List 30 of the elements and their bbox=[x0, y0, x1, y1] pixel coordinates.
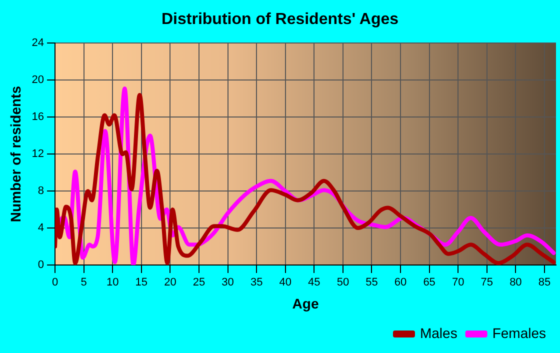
y-tick-label: 16 bbox=[32, 111, 44, 124]
x-tick-label: 50 bbox=[336, 276, 350, 289]
x-tick-label: 60 bbox=[394, 276, 407, 289]
x-tick-label: 25 bbox=[192, 276, 206, 289]
x-tick-label: 15 bbox=[135, 276, 148, 289]
chart-title: Distribution of Residents' Ages bbox=[161, 11, 399, 28]
legend-label: Males bbox=[420, 324, 458, 341]
x-tick-label: 75 bbox=[480, 276, 494, 289]
y-tick-label: 20 bbox=[32, 74, 44, 86]
x-tick-label: 40 bbox=[279, 276, 292, 289]
x-tick-label: 85 bbox=[538, 276, 551, 289]
x-tick-label: 70 bbox=[452, 276, 464, 289]
x-axis-title: Age bbox=[292, 295, 319, 312]
x-tick-label: 55 bbox=[366, 276, 378, 289]
y-tick-label: 8 bbox=[38, 185, 44, 198]
y-tick-label: 12 bbox=[32, 148, 44, 160]
x-tick-label: 10 bbox=[106, 276, 119, 289]
x-tick-label: 20 bbox=[164, 276, 176, 289]
x-tick-label: 5 bbox=[80, 276, 87, 289]
x-tick-label: 45 bbox=[308, 276, 320, 289]
x-tick-label: 30 bbox=[222, 276, 234, 289]
y-tick-label: 24 bbox=[32, 37, 44, 50]
x-tick-label: 35 bbox=[250, 276, 263, 289]
y-tick-label: 0 bbox=[38, 259, 44, 272]
x-tick-label: 80 bbox=[510, 276, 522, 289]
x-tick-label: 65 bbox=[423, 276, 436, 289]
y-tick-label: 4 bbox=[38, 222, 44, 234]
x-tick-label: 0 bbox=[52, 276, 58, 289]
y-axis-title: Number of residents bbox=[7, 86, 24, 222]
legend-label: Females bbox=[492, 324, 546, 341]
